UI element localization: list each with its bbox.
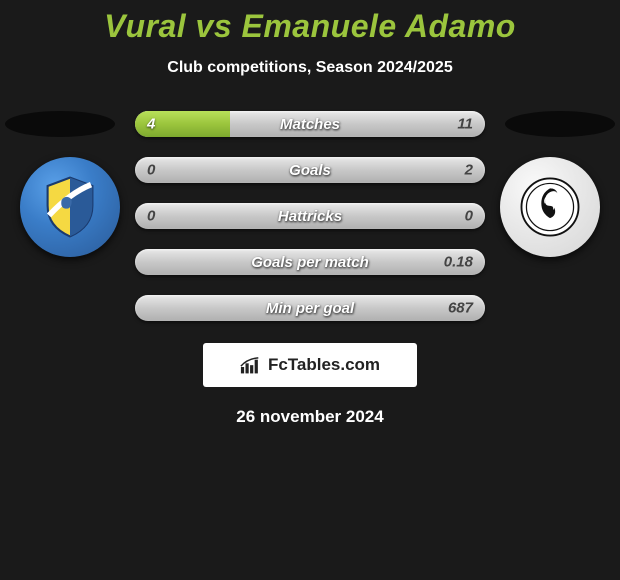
stat-right-value: 2 xyxy=(465,162,473,179)
stat-row-gpm: Goals per match 0.18 xyxy=(135,249,485,275)
stat-label: Goals per match xyxy=(251,254,369,271)
stat-label: Min per goal xyxy=(266,300,354,317)
stat-row-goals: 0 Goals 2 xyxy=(135,157,485,183)
stat-left-value: 0 xyxy=(147,208,155,225)
subtitle: Club competitions, Season 2024/2025 xyxy=(0,59,620,77)
stat-right-value: 687 xyxy=(448,300,473,317)
stat-label: Matches xyxy=(280,116,340,133)
stat-right-value: 0.18 xyxy=(444,254,473,271)
cesena-crest-icon xyxy=(519,176,581,238)
shadow-right xyxy=(505,111,615,137)
stat-right-value: 11 xyxy=(457,116,473,133)
brand-text: FcTables.com xyxy=(268,355,380,375)
stat-row-mpg: Min per goal 687 xyxy=(135,295,485,321)
club-badge-left xyxy=(20,157,120,257)
stat-row-matches: 4 Matches 11 xyxy=(135,111,485,137)
footer-date: 26 november 2024 xyxy=(0,407,620,427)
stat-right-value: 0 xyxy=(465,208,473,225)
frosinone-crest-icon xyxy=(35,172,105,242)
stat-left-value: 4 xyxy=(147,116,155,133)
brand-box: FcTables.com xyxy=(203,343,417,387)
shadow-left xyxy=(5,111,115,137)
comparison-panel: 4 Matches 11 0 Goals 2 0 Hattricks 0 Goa… xyxy=(0,111,620,427)
stat-label: Hattricks xyxy=(278,208,342,225)
stat-label: Goals xyxy=(289,162,331,179)
page-title: Vural vs Emanuele Adamo xyxy=(0,0,620,45)
stat-left-value: 0 xyxy=(147,162,155,179)
stat-row-hattricks: 0 Hattricks 0 xyxy=(135,203,485,229)
bars-chart-icon xyxy=(240,356,262,374)
stat-bars: 4 Matches 11 0 Goals 2 0 Hattricks 0 Goa… xyxy=(135,111,485,321)
club-badge-right xyxy=(500,157,600,257)
